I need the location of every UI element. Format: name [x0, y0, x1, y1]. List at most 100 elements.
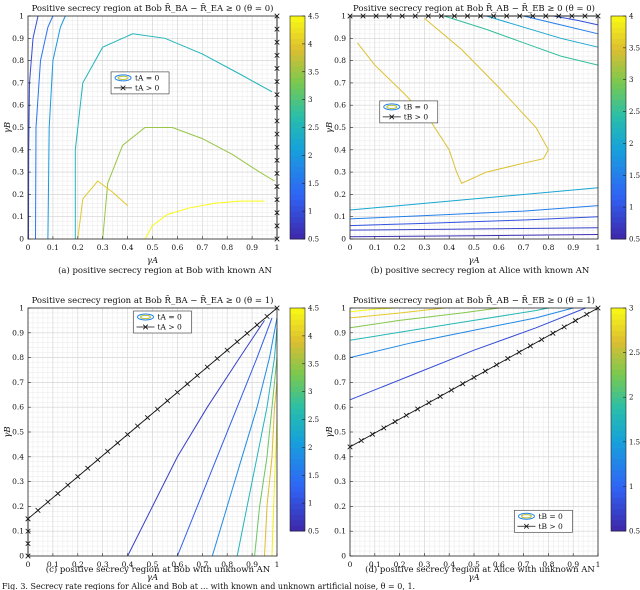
y-tick-label: 0.4: [334, 452, 346, 461]
y-tick-label: 1: [341, 304, 346, 313]
y-axis-label: γB: [3, 426, 13, 437]
colorbar-tick-label: 1: [308, 208, 312, 216]
colorbar-segment: [290, 82, 305, 89]
legend-swatch: [140, 314, 151, 320]
colorbar-tick-label: 1.5: [629, 438, 640, 446]
colorbar-tick-label: 3.5: [308, 68, 319, 76]
boundary-marker: [448, 387, 455, 393]
x-tick-label: 0.5: [468, 560, 480, 569]
x-tick-label: 0.1: [369, 560, 381, 569]
x-tick-label: 0.1: [47, 243, 59, 252]
legend-label: tB = 0: [404, 102, 429, 111]
colorbar-segment: [290, 391, 305, 398]
contour-line: [349, 234, 599, 238]
colorbar-segment: [290, 480, 305, 487]
x-tick-label: 0.5: [147, 560, 159, 569]
colorbar-segment: [290, 508, 305, 515]
y-tick-label: 0.5: [12, 123, 24, 132]
colorbar-segment: [290, 60, 305, 67]
colorbar-tick-label: 2: [308, 444, 312, 452]
colorbar-frame: [610, 307, 627, 532]
y-tick-label: 0.6: [12, 101, 24, 110]
colorbar-segment: [290, 21, 305, 28]
contour-line: [349, 307, 499, 329]
y-tick-label: 0: [341, 552, 346, 561]
boundary-marker: [505, 355, 511, 362]
boundary-marker: [527, 343, 533, 349]
x-tick-label: 0: [26, 243, 31, 252]
colorbar-segment: [611, 183, 626, 190]
contour-line: [77, 180, 128, 240]
contour-line: [102, 127, 275, 240]
colorbar-segment: [611, 71, 626, 78]
y-tick-label: 0.8: [12, 353, 24, 362]
x-tick-label: 0.1: [369, 243, 381, 252]
colorbar-segment: [290, 347, 305, 354]
boundary-marker: [174, 389, 180, 395]
colorbar-segment: [611, 99, 626, 106]
boundary-marker: [244, 330, 250, 336]
x-tick-label: 0.7: [196, 243, 208, 252]
colorbar-segment: [290, 374, 305, 381]
boundary-marker: [45, 499, 51, 505]
legend-swatch: [520, 514, 532, 519]
colorbar-segment: [290, 402, 305, 409]
contour-line: [349, 227, 599, 231]
y-tick-label: 0: [19, 235, 24, 244]
contour-line: [176, 317, 273, 557]
legend-label: tA > 0: [158, 323, 182, 332]
colorbar-segment: [611, 464, 626, 471]
colorbar-segment: [611, 88, 626, 95]
boundary-marker: [85, 465, 91, 471]
colorbar-segment: [290, 177, 305, 184]
colorbar-tick-label: 2: [629, 394, 633, 402]
colorbar-segment: [290, 32, 305, 39]
legend-swatch: [517, 512, 535, 520]
boundary-marker: [95, 457, 101, 463]
colorbar-segment: [290, 430, 305, 437]
y-tick-label: 0.7: [334, 378, 346, 387]
colorbar-segment: [290, 324, 305, 331]
contour-line: [271, 419, 278, 557]
colorbar-segment: [290, 436, 305, 443]
legend-swatch: [142, 324, 149, 330]
colorbar-segment: [611, 60, 626, 67]
y-tick-label: 1: [19, 304, 24, 313]
x-tick-label: 1: [275, 243, 280, 252]
colorbar-segment: [290, 43, 305, 50]
colorbar-segment: [611, 452, 626, 460]
x-tick-label: 0.6: [493, 243, 505, 252]
colorbar-segment: [611, 397, 626, 404]
colorbar-segment: [290, 386, 305, 393]
colorbar-segment: [611, 222, 626, 229]
colorbar-segment: [611, 313, 626, 320]
x-tick-label: 0.2: [394, 560, 406, 569]
colorbar-segment: [611, 116, 626, 123]
colorbar-segment: [611, 105, 626, 112]
colorbar-segment: [290, 397, 305, 404]
x-axis-label: γA: [468, 256, 479, 266]
y-tick-label: 1: [19, 12, 24, 21]
boundary-marker: [115, 440, 121, 446]
contour-line: [349, 307, 549, 341]
colorbar-segment: [611, 38, 626, 45]
colorbar-segment: [290, 380, 305, 387]
legend-swatch: [523, 523, 530, 529]
contour-line: [523, 15, 599, 35]
boundary-marker: [125, 431, 131, 438]
colorbar-segment: [290, 491, 305, 499]
x-tick-label: 0.9: [246, 560, 258, 569]
boundary-marker: [403, 412, 409, 418]
colorbar-segment: [611, 480, 626, 487]
colorbar-tick-label: 3.5: [308, 360, 319, 368]
colorbar-segment: [611, 55, 626, 62]
colorbar-segment: [290, 358, 305, 365]
colorbar-segment: [611, 144, 626, 151]
y-tick-label: 0: [19, 552, 24, 561]
colorbar-segment: [290, 363, 305, 370]
colorbar-segment: [290, 308, 305, 315]
colorbar-segment: [290, 475, 305, 482]
y-tick-label: 0.8: [334, 56, 346, 65]
contour-line: [349, 205, 599, 220]
legend-swatch: [386, 104, 398, 109]
